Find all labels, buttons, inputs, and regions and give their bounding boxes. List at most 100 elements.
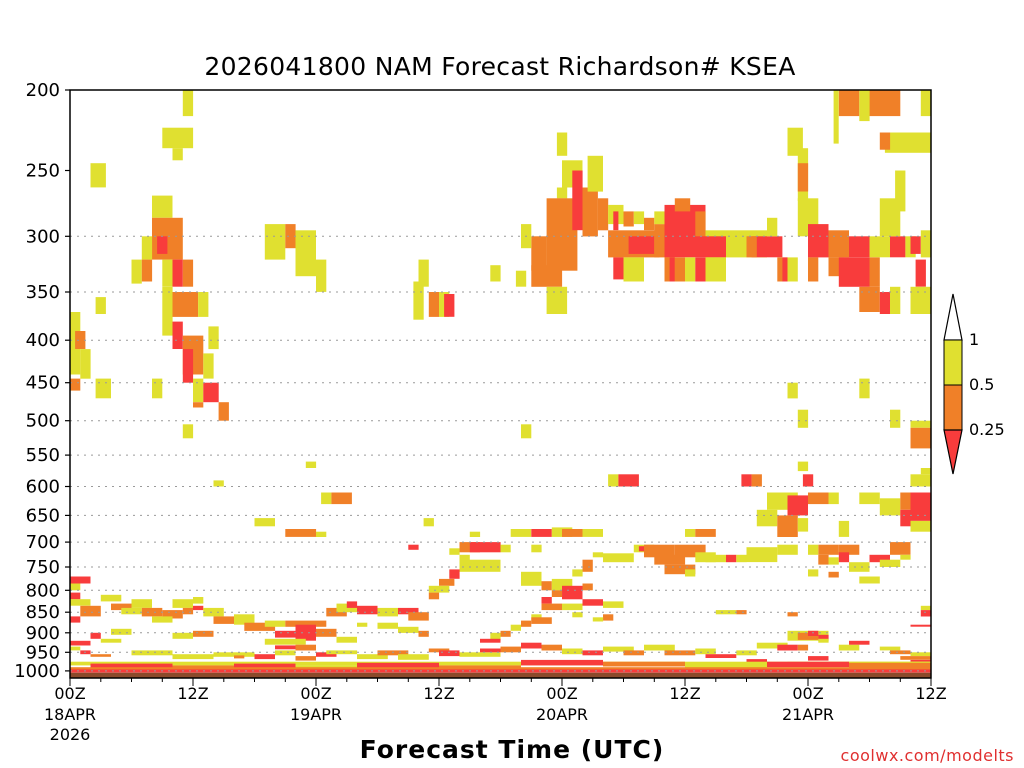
ri-cell-81 xyxy=(182,259,194,287)
ri-cell-284 xyxy=(264,638,306,645)
ri-cell-25 xyxy=(597,198,609,231)
ri-cell-152 xyxy=(531,529,552,537)
ri-cell-203 xyxy=(551,578,573,591)
ri-cell-266 xyxy=(244,622,276,631)
x-axis-label: Forecast Time (UTC) xyxy=(360,735,665,764)
ri-cell-306 xyxy=(377,650,409,656)
ri-cell-258 xyxy=(152,616,173,623)
ri-cell-244 xyxy=(808,656,829,661)
ri-cell-12 xyxy=(172,148,183,161)
ri-cell-69 xyxy=(915,259,926,287)
ri-cell-59 xyxy=(890,236,906,258)
ri-cell-225 xyxy=(920,605,932,611)
ri-cell-78 xyxy=(141,259,153,282)
ri-cell-177 xyxy=(572,569,583,577)
ri-cell-109 xyxy=(428,292,440,317)
ri-cell-254 xyxy=(121,607,142,615)
ri-cell-310 xyxy=(459,652,501,657)
ri-cell-288 xyxy=(193,630,214,637)
ri-cell-186 xyxy=(828,557,839,565)
ri-cell-135 xyxy=(787,495,808,516)
ri-cell-108 xyxy=(418,259,429,287)
ri-cell-38 xyxy=(695,211,706,237)
ri-cell-121 xyxy=(213,480,224,487)
ri-cell-68 xyxy=(808,257,819,282)
ri-cell-111 xyxy=(444,294,455,317)
ri-cell-158 xyxy=(408,544,419,550)
ri-cell-103 xyxy=(264,224,286,260)
ri-cell-277 xyxy=(398,607,419,615)
ri-cell-302 xyxy=(295,656,316,661)
ri-cell-56 xyxy=(828,230,849,258)
ri-cell-115 xyxy=(797,409,809,428)
ri-cell-259 xyxy=(172,599,193,608)
ri-cell-235 xyxy=(818,638,829,643)
ri-cell-231 xyxy=(818,634,829,641)
ri-cell-335 xyxy=(849,662,931,668)
ri-cell-35 xyxy=(654,211,665,225)
ri-cell-298 xyxy=(213,652,255,657)
ri-cell-173 xyxy=(726,554,737,563)
ri-cell-209 xyxy=(582,583,593,591)
ri-cell-261 xyxy=(193,605,204,611)
ri-cell-210 xyxy=(582,599,603,606)
ri-cell-91 xyxy=(193,378,204,403)
ri-cell-101 xyxy=(95,297,106,314)
ri-cell-274 xyxy=(346,601,358,608)
colorbar-label-1: 1 xyxy=(969,330,979,349)
ri-cell-86 xyxy=(172,321,183,349)
ri-cell-41 xyxy=(751,236,783,258)
ri-cell-215 xyxy=(592,617,604,622)
ri-cell-57 xyxy=(849,236,870,258)
ri-cell-136 xyxy=(808,492,829,505)
heatmap-cells xyxy=(70,90,932,673)
ri-cell-292 xyxy=(70,640,91,646)
ri-cell-329 xyxy=(357,662,439,668)
ri-cell-185 xyxy=(818,554,829,565)
ri-cell-58 xyxy=(869,236,890,258)
ri-cell-14 xyxy=(556,132,568,156)
ri-cell-216 xyxy=(510,624,521,631)
ri-cell-126 xyxy=(802,474,814,487)
ri-cell-155 xyxy=(582,529,603,537)
ri-cell-172 xyxy=(705,554,726,563)
ri-cell-26 xyxy=(587,155,603,192)
ri-cell-43 xyxy=(613,257,624,280)
ri-cell-23 xyxy=(546,286,568,314)
ri-cell-97 xyxy=(75,331,86,349)
ri-cell-331 xyxy=(521,659,603,666)
ri-cell-28 xyxy=(613,211,619,231)
ri-cell-82 xyxy=(157,236,168,254)
ri-cell-223 xyxy=(736,610,747,615)
ri-cell-189 xyxy=(869,554,890,563)
ri-cell-100 xyxy=(152,378,163,399)
ri-cell-276 xyxy=(377,607,398,617)
ri-cell-83 xyxy=(162,286,173,336)
ri-cell-116 xyxy=(859,378,870,399)
ri-cell-190 xyxy=(879,559,901,567)
ri-cell-112 xyxy=(490,265,501,282)
ri-cell-3 xyxy=(859,90,870,122)
ri-cell-125 xyxy=(751,474,762,487)
ri-cell-37 xyxy=(674,198,691,212)
ri-cell-194 xyxy=(890,542,911,555)
y-tick-label-600: 600 xyxy=(26,477,60,498)
ri-cell-67 xyxy=(869,257,880,287)
ri-cell-297 xyxy=(172,654,214,660)
ri-cell-265 xyxy=(234,614,255,625)
ri-cell-283 xyxy=(336,636,357,643)
ri-cell-236 xyxy=(838,644,860,651)
ri-cell-51 xyxy=(782,257,788,282)
ri-cell-80 xyxy=(172,259,183,287)
ri-cell-160 xyxy=(469,542,501,553)
y-tick-label-700: 700 xyxy=(26,532,60,553)
ri-cell-334 xyxy=(767,661,849,668)
colorbar-label-0.25: 0.25 xyxy=(969,420,1005,439)
ri-cell-178 xyxy=(664,564,696,575)
ri-cell-10 xyxy=(182,90,194,117)
ri-cell-252 xyxy=(100,594,122,602)
ri-cell-207 xyxy=(541,603,562,611)
ri-cell-139 xyxy=(879,498,901,516)
colorbar-upper-arrow xyxy=(943,293,963,341)
ri-cell-206 xyxy=(541,597,552,604)
